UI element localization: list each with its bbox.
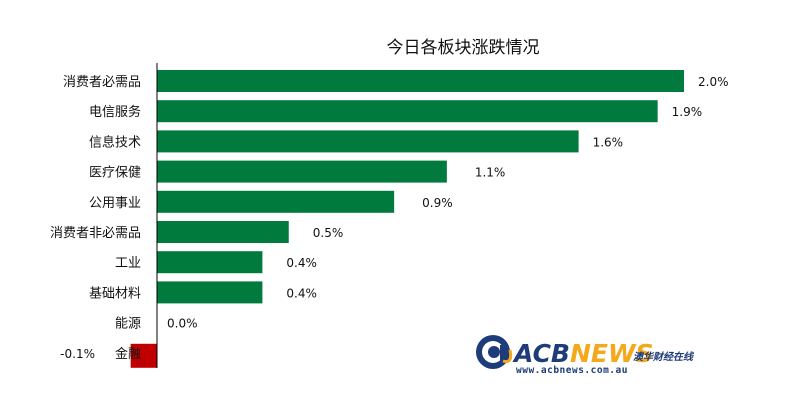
value-label-6: 0.4% [286, 256, 317, 270]
category-label-1: 电信服务 [89, 104, 141, 120]
bar-3 [157, 160, 447, 183]
bar-9 [130, 343, 157, 368]
category-label-3: 医疗保健 [89, 166, 141, 181]
value-label-5: 0.5% [313, 226, 344, 240]
bar-6 [157, 251, 263, 274]
category-label-2: 信息技术 [89, 134, 141, 150]
bar-2 [157, 130, 579, 153]
logo-brand-suffix: NEWS [570, 339, 654, 368]
category-label-5: 消费者非必需品 [50, 226, 141, 241]
value-label-2: 1.6% [593, 135, 624, 149]
bar-5 [157, 221, 289, 243]
category-label-6: 工业 [115, 256, 141, 271]
category-label-7: 基础材料 [89, 286, 141, 301]
svg-text:ACBNEWS: ACBNEWS [512, 339, 654, 368]
bar-0 [157, 70, 684, 92]
logo-url: www.acbnews.com.au [516, 365, 628, 376]
value-label-8: 0.0% [167, 317, 198, 331]
value-label-7: 0.4% [286, 286, 317, 300]
category-label-4: 公用事业 [89, 196, 141, 211]
category-label-9: 金融 [115, 346, 141, 362]
bars-group [130, 70, 684, 368]
value-label-4: 0.9% [422, 196, 453, 210]
value-label-9: -0.1% [60, 347, 95, 361]
logo-brand-prefix: ACB [512, 339, 570, 368]
bar-7 [157, 281, 263, 304]
acbnews-logo: ACBNEWS 澳华财经在线 www.acbnews.com.au [476, 335, 695, 376]
value-label-1: 1.9% [672, 105, 703, 119]
bar-1 [157, 100, 658, 123]
at-sign-icon [476, 335, 513, 369]
bar-4 [157, 190, 395, 213]
category-label-8: 能源 [115, 317, 141, 332]
logo-tagline: 澳华财经在线 [633, 351, 695, 363]
value-labels: 2.0% 1.9% 1.6% 1.1% 0.9% 0.5% 0.4% 0.4% 0.0% -0.1… [60, 75, 728, 361]
value-label-3: 1.1% [475, 166, 506, 180]
chart-title: 今日各板块涨跌情况 [387, 38, 540, 58]
value-label-0: 2.0% [698, 75, 729, 89]
category-label-0: 消费者必需品 [63, 75, 141, 90]
